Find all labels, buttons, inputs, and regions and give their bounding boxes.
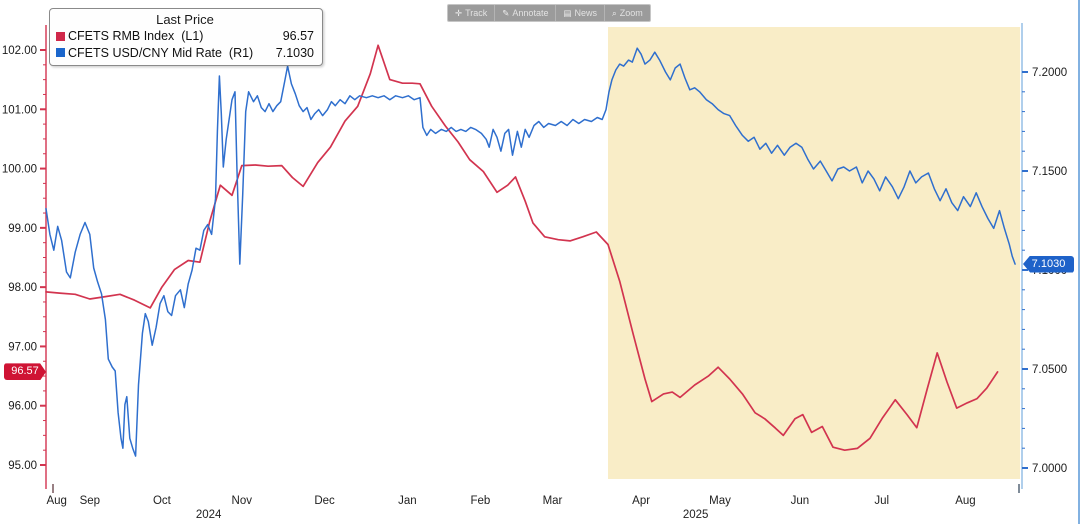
month-label: Oct	[153, 495, 172, 507]
zoom-button[interactable]: ⌕ Zoom	[605, 5, 650, 21]
news-label: News	[574, 8, 597, 18]
series-line-cfets-rmb-index[interactable]	[45, 44, 999, 452]
left-axis-tick-label: 99.00	[8, 223, 37, 235]
legend-label: CFETS USD/CNY Mid Rate (R1)	[68, 45, 254, 60]
left-axis-tick-label: 95.00	[8, 460, 37, 472]
month-label: Nov	[232, 495, 253, 507]
legend-value: 7.1030	[275, 45, 314, 60]
track-button[interactable]: ✛ Track	[448, 5, 496, 21]
legend-label: CFETS RMB Index (L1)	[68, 29, 204, 43]
zoom-icon: ⌕	[612, 7, 617, 18]
news-icon: ▤	[563, 7, 572, 18]
legend-row-usdcny-mid[interactable]: CFETS USD/CNY Mid Rate (R1) 7.1030	[56, 45, 314, 62]
month-label: Jan	[398, 495, 417, 507]
month-label: Jul	[874, 495, 889, 507]
rmb-index-swatch-icon	[56, 31, 65, 41]
highlight-region	[607, 27, 1020, 479]
panel-edge-divider	[1078, 0, 1080, 524]
right-axis-tick-label: 7.1500	[1032, 166, 1067, 178]
legend-value: 96.57	[282, 29, 314, 43]
zoom-label: Zoom	[619, 8, 643, 18]
month-label: Feb	[470, 495, 490, 507]
annotate-label: Annotate	[512, 8, 549, 18]
left-axis-tick-label: 98.00	[8, 282, 37, 294]
legend-row-rmb-index[interactable]: CFETS RMB Index (L1) 96.57	[56, 28, 314, 45]
month-label: Aug	[955, 495, 975, 507]
track-label: Track	[465, 8, 488, 18]
news-button[interactable]: ▤ News	[556, 5, 605, 21]
year-label: 2025	[683, 509, 709, 521]
left-axis-tick-label: 97.00	[8, 341, 37, 353]
month-label: Aug	[46, 495, 66, 507]
last-price-badge-left: 96.57	[4, 363, 46, 381]
chart-toolbar: ✛ Track ✎ Annotate ▤ News ⌕ Zoom	[447, 4, 651, 22]
annotate-button[interactable]: ✎ Annotate	[495, 5, 557, 21]
legend-box[interactable]: Last Price CFETS RMB Index (L1) 96.57 CF…	[49, 8, 323, 66]
right-axis-tick-label: 7.0500	[1032, 364, 1067, 376]
year-label: 2024	[196, 509, 222, 521]
month-label: Sep	[80, 495, 100, 507]
legend-title: Last Price	[156, 12, 214, 27]
last-price-badge-right: 7.1030	[1023, 255, 1074, 273]
right-axis-tick-label: 7.0000	[1032, 463, 1067, 475]
annotate-icon: ✎	[502, 7, 510, 18]
month-label: Mar	[543, 495, 563, 507]
left-axis-tick-label: 96.00	[8, 401, 37, 413]
series-line-cfets-usd-cny-mid-rate[interactable]	[45, 47, 1016, 457]
month-label: May	[709, 495, 731, 507]
month-label: Jun	[791, 495, 810, 507]
usdcny-swatch-icon	[56, 48, 65, 58]
track-icon: ✛	[455, 7, 463, 18]
left-axis-tick-label: 102.00	[2, 45, 37, 57]
month-label: Apr	[632, 495, 650, 507]
right-axis-tick-label: 7.2000	[1032, 67, 1067, 79]
month-label: Dec	[314, 495, 335, 507]
left-axis-tick-label: 101.00	[2, 104, 37, 116]
left-axis-tick-label: 100.00	[2, 164, 37, 176]
